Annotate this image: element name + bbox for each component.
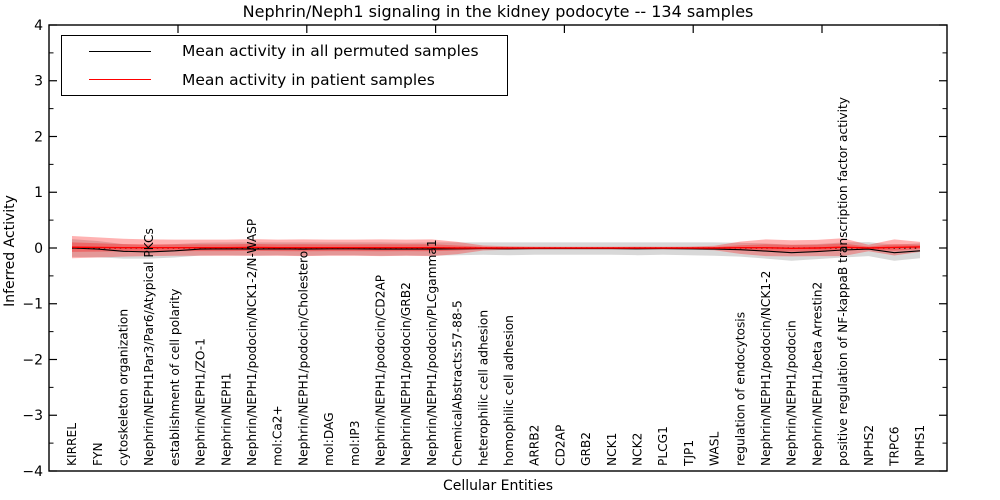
x-category-label: TJP1 — [682, 440, 696, 467]
x-category-label: mol:DAG — [322, 412, 336, 466]
patient-line-swatch — [89, 79, 151, 81]
x-category-label: mol:IP3 — [348, 420, 362, 466]
x-category-label: Nephrin/NEPH1/podocin/CD2AP — [374, 275, 388, 466]
x-category-label: Nephrin/NEPH1/podocin/NCK1-2/N-WASP — [245, 219, 259, 466]
x-category-label: ChemicalAbstracts:57-88-5 — [451, 300, 465, 466]
x-category-label: CD2AP — [553, 425, 567, 466]
x-category-label: ARRB2 — [528, 425, 542, 466]
patient-confidence-band-outer — [72, 236, 920, 259]
legend-entry-patient: Mean activity in patient samples — [62, 67, 507, 93]
x-category-label: Nephrin/NEPH1/podocin/GRB2 — [399, 282, 413, 466]
chart-title: Nephrin/Neph1 signaling in the kidney po… — [242, 2, 754, 21]
x-category-label: NCK1 — [605, 433, 619, 466]
x-category-label: Nephrin/NEPH1/podocin — [785, 320, 799, 466]
axes-spines — [48, 24, 948, 472]
y-tick-label: −3 — [22, 408, 43, 424]
x-category-label: positive regulation of NF-kappaB transcr… — [836, 97, 850, 466]
x-category-label: GRB2 — [579, 432, 593, 466]
y-tick-label: 3 — [34, 74, 43, 90]
x-category-label: Nephrin/NEPH1/beta Arrestin2 — [810, 282, 824, 466]
permuted-mean-line — [71, 247, 921, 254]
y-tick-label: −4 — [22, 464, 43, 480]
permuted-line-swatch — [89, 50, 151, 52]
x-category-label: Nephrin/NEPH1/podocin/PLCgamma1 — [425, 239, 439, 466]
x-category-label: heterophilic cell adhesion — [476, 310, 490, 466]
x-category-label: homophilic cell adhesion — [502, 315, 516, 466]
patient-mean-line — [71, 246, 921, 250]
y-tick-label: 2 — [34, 129, 43, 145]
y-tick-label: 1 — [34, 185, 43, 201]
patient-confidence-band-inner — [72, 242, 920, 252]
y-axis-label: Inferred Activity — [2, 195, 18, 307]
legend: Mean activity in all permuted samples Me… — [61, 35, 508, 96]
y-tick-label: 4 — [34, 18, 43, 34]
x-category-label: FYN — [91, 442, 105, 466]
x-category-label: regulation of endocytosis — [733, 312, 747, 466]
permuted-confidence-band — [72, 239, 920, 261]
y-tick-label: 0 — [34, 241, 43, 257]
x-category-label: KIRREL — [65, 423, 79, 466]
x-category-label: Nephrin/NEPH1Par3/Par6/Atypical PKCs — [142, 228, 156, 466]
x-category-label: TRPC6 — [887, 426, 901, 467]
x-category-label: NCK2 — [630, 433, 644, 466]
x-category-label: WASL — [708, 432, 722, 466]
y-tick-label: −2 — [22, 352, 43, 368]
x-axis-label: Cellular Entities — [442, 478, 554, 494]
legend-entry-permuted: Mean activity in all permuted samples — [62, 38, 507, 64]
x-category-label: Nephrin/NEPH1/podocin/Cholesterol — [296, 247, 310, 466]
x-category-label: establishment of cell polarity — [168, 289, 182, 466]
x-category-label: PLCG1 — [656, 426, 670, 466]
x-category-label: cytoskeleton organization — [117, 309, 131, 466]
x-category-label: NPHS2 — [862, 425, 876, 466]
legend-label: Mean activity in patient samples — [182, 70, 435, 89]
legend-label: Mean activity in all permuted samples — [182, 42, 479, 61]
x-category-label: Nephrin/NEPH1/podocin/NCK1-2 — [759, 271, 773, 466]
x-category-label: NPHS1 — [913, 425, 927, 466]
x-category-label: mol:Ca2+ — [271, 405, 285, 466]
x-category-label: Nephrin/NEPH1 — [219, 373, 233, 466]
y-tick-label: −1 — [22, 297, 43, 313]
x-category-label: Nephrin/NEPH1/ZO-1 — [194, 338, 208, 466]
